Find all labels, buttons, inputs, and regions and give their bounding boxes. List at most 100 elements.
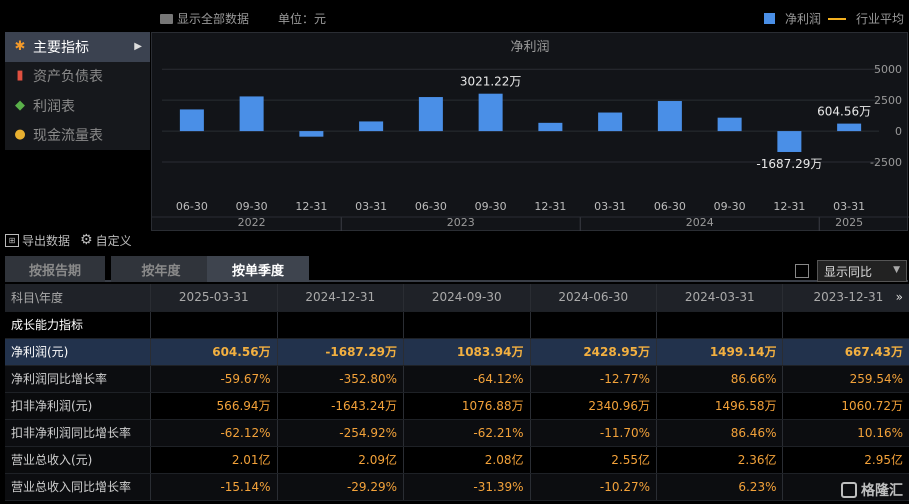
legend-line-icon [828,17,846,20]
year-label: 2024 [686,216,714,229]
table-row[interactable]: 净利润(元) 604.56万 -1687.29万 1083.94万 2428.95万 14… [5,338,909,366]
compare-select-value: 显示同比 [824,264,873,279]
table-cell [530,311,658,339]
gear-icon: ⚙ [80,232,93,248]
chevron-right-icon: ▶ [134,41,142,53]
custom-label: 自定义 [95,233,132,248]
table-row[interactable]: 净利润同比增长率 -59.67% -352.80% -64.12% -12.77% 86.… [5,365,909,393]
table-row[interactable]: 营业总收入(元) 2.01亿 2.09亿 2.08亿 2.55亿 2.36亿 2.95亿 [5,446,909,474]
export-label: 导出数据 [22,233,71,248]
legend-square-icon [764,13,775,24]
scroll-right-icon[interactable]: » [895,290,903,304]
nav-item-balance-sheet[interactable]: ▮ 资产负债表 [5,62,150,92]
table-cell [656,311,784,339]
row-label: 成长能力指标 [5,311,152,339]
row-label: 净利润(元) [5,338,152,366]
table-cell: -1643.24万 [277,392,405,420]
nav-label: 资产负债表 [33,69,103,86]
table-cell: 1060.72万 [782,392,909,420]
bar [717,117,742,132]
nav-label: 利润表 [33,98,75,115]
row-label: 扣非净利润同比增长率 [5,419,152,447]
table-cell: -29.29% [277,473,405,501]
x-tick-label: 09-30 [475,200,507,213]
header-col[interactable]: 2025-03-31 [150,284,278,312]
year-label: 2025 [835,216,863,229]
legend-net-label: 净利润 [785,12,822,26]
compare-select[interactable]: 显示同比 ▼ [817,260,907,282]
nav-item-income-statement[interactable]: ◆ 利润表 [5,91,150,121]
table-cell: -62.12% [150,419,278,447]
bar [777,131,802,152]
table-cell: 2.36亿 [656,446,784,474]
table-row[interactable]: 扣非净利润(元) 566.94万 -1643.24万 1076.88万 2340.96万… [5,392,909,420]
table-cell: 2.01亿 [150,446,278,474]
show-all-label: 显示全部数据 [177,12,250,26]
table-row[interactable]: 扣非净利润同比增长率 -62.12% -254.92% -62.21% -11.70% 8… [5,419,909,447]
indicators-table: 科目\年度 2025-03-31 2024-12-31 2024-09-30 2… [5,284,909,501]
table-cell: 2.08亿 [403,446,531,474]
nav-label: 主要指标 [33,39,89,56]
table-cell: 10.16% [782,419,909,447]
chart-panel: 净利润 5000 2500 0 -2500 06-30 09-30 12-31 03-31 06-… [151,32,909,231]
year-label: 2022 [238,216,266,229]
x-tick-label: 09-30 [714,200,746,213]
table-row[interactable]: 成长能力指标 [5,311,909,339]
bar [538,122,563,132]
show-all-toggle[interactable]: 显示全部数据 [160,10,249,27]
bar [418,97,443,132]
bar [837,123,862,132]
header-col[interactable]: 2024-06-30 [530,284,658,312]
bar [359,121,384,132]
tab-by-year[interactable]: 按年度 [111,256,211,282]
custom-button[interactable]: ⚙ 自定义 [80,232,132,249]
table-cell: 6.23% [656,473,784,501]
bar [478,93,503,132]
x-tick-label: 03-31 [594,200,626,213]
row-label: 营业总收入同比增长率 [5,473,152,501]
table-cell: 1499.14万 [656,338,784,366]
header-col[interactable]: 2024-03-31 [656,284,784,312]
table-cell: -15.14% [150,473,278,501]
top-bar: 显示全部数据 单位：元 净利润 行业平均 [0,0,909,32]
x-tick-label: 03-31 [355,200,387,213]
compare-checkbox[interactable] [795,264,809,278]
bar [299,131,324,137]
header-col[interactable]: 2024-09-30 [403,284,531,312]
header-col[interactable]: 2023-12-31 » [782,284,909,312]
compare-control: 显示同比 ▼ [795,260,907,282]
nav-label: 现金流量表 [33,128,103,145]
x-tick-label: 06-30 [415,200,447,213]
x-tick-label: 12-31 [295,200,327,213]
y-tick-label: 0 [895,125,902,138]
unit-label: 单位：元 [278,12,327,26]
table-cell: -352.80% [277,365,405,393]
export-button[interactable]: ⊞ 导出数据 [5,232,70,249]
x-tick-label: 06-30 [176,200,208,213]
star-icon: ✱ [14,38,26,54]
tab-by-quarter[interactable]: 按单季度 [207,256,309,282]
x-tick-label: 12-31 [534,200,566,213]
x-tick-label: 12-31 [773,200,805,213]
table-cell: 86.46% [656,419,784,447]
net-profit-chart: 净利润 5000 2500 0 -2500 06-30 09-30 12-31 03-31 06-… [152,40,909,231]
tab-by-report-period[interactable]: 按报告期 [5,256,105,282]
header-col[interactable]: 2024-12-31 [277,284,405,312]
legend-net-profit[interactable]: 净利润 [764,10,821,27]
table-cell: 259.54% [782,365,909,393]
table-row[interactable]: 营业总收入同比增长率 -15.14% -29.29% -31.39% -10.27% 6.… [5,473,909,501]
x-tick-label: 06-30 [654,200,686,213]
nav-item-cash-flow[interactable]: ● 现金流量表 [5,121,150,151]
header-col-label: 2023-12-31 [813,290,884,305]
nav-item-main-indicators[interactable]: ✱ 主要指标 ▶ [5,32,150,62]
legend-industry-avg[interactable]: 行业平均 [828,10,904,27]
watermark-logo: 格隆汇 [841,480,903,500]
table-cell: 566.94万 [150,392,278,420]
watermark-text: 格隆汇 [861,483,903,499]
table-cell [782,311,909,339]
table-header-row: 科目\年度 2025-03-31 2024-12-31 2024-09-30 2… [5,284,909,312]
coins-icon: ● [14,127,26,143]
monitor-icon [160,13,173,24]
table-cell: -62.21% [403,419,531,447]
data-label: 604.56万 [817,105,871,119]
